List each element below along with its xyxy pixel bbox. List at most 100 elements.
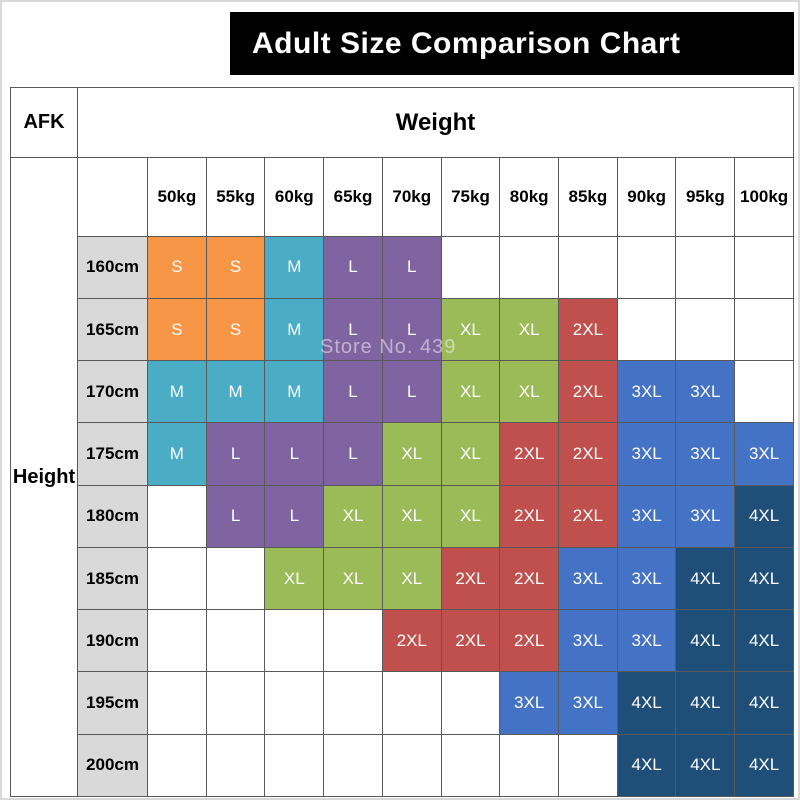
empty-cell [264, 671, 325, 735]
size-cell: L [264, 422, 325, 486]
empty-cell [734, 235, 794, 299]
empty-cell [264, 609, 325, 673]
weight-column-header: 90kg [616, 157, 677, 237]
size-cell: 4XL [675, 671, 736, 735]
weight-column-header: 95kg [675, 157, 736, 237]
weight-column-header: 65kg [323, 157, 383, 237]
height-row-header: 190cm [77, 609, 148, 673]
size-cell: 2XL [499, 609, 560, 673]
empty-cell [323, 609, 383, 673]
size-cell: XL [381, 484, 442, 548]
weight-column-header: 70kg [381, 157, 442, 237]
size-cell: XL [499, 297, 560, 362]
empty-cell [205, 733, 266, 798]
empty-cell [675, 297, 736, 362]
size-cell: 4XL [734, 733, 794, 798]
size-cell: L [205, 422, 266, 486]
size-cell: 3XL [675, 360, 736, 424]
weight-column-header: 85kg [558, 157, 618, 237]
size-cell: M [147, 360, 207, 424]
weight-axis-label: Weight [77, 86, 794, 159]
size-cell: 2XL [558, 422, 618, 486]
empty-cell [616, 297, 677, 362]
table-row: 170cm M M M L L XL XL 2XL 3XL 3XL [11, 360, 794, 424]
empty-cell [675, 235, 736, 299]
height-row-header: 195cm [77, 671, 148, 735]
size-cell: 3XL [616, 609, 677, 673]
size-cell: 2XL [558, 297, 618, 362]
empty-cell [147, 733, 207, 798]
size-cell: L [205, 484, 266, 548]
size-cell: 3XL [558, 546, 618, 611]
table-row: 185cm XL XL XL 2XL 2XL 3XL 3XL 4XL 4XL [11, 546, 794, 611]
weight-column-header: 55kg [205, 157, 266, 237]
height-row-header: 185cm [77, 546, 148, 611]
empty-cell [440, 671, 501, 735]
size-cell: L [381, 297, 442, 362]
size-cell: XL [499, 360, 560, 424]
weight-column-header: 75kg [440, 157, 501, 237]
size-cell: L [264, 484, 325, 548]
corner-label: AFK [10, 86, 78, 159]
size-cell: 3XL [616, 546, 677, 611]
table-row: 180cm L L XL XL XL 2XL 2XL 3XL 3XL 4XL [11, 484, 794, 548]
empty-cell [323, 671, 383, 735]
height-row-header: 160cm [77, 235, 148, 299]
empty-cell [147, 546, 207, 611]
size-chart-body: AFK Weight Height 50kg 55kg 60kg 65kg 70kg 75… [10, 86, 794, 798]
weight-column-header: 50kg [147, 157, 207, 237]
size-cell: 4XL [675, 609, 736, 673]
size-cell: XL [440, 484, 501, 548]
empty-cell [440, 235, 501, 299]
size-cell: S [147, 297, 207, 362]
empty-cell [323, 733, 383, 798]
empty-cell [499, 235, 560, 299]
size-cell: 3XL [558, 609, 618, 673]
table-row: 200cm 4XL 4XL 4XL [11, 733, 794, 798]
table-row: 175cm M L L L XL XL 2XL 2XL 3XL 3XL 3XL [11, 422, 794, 486]
empty-cell [381, 671, 442, 735]
size-cell: 4XL [734, 484, 794, 548]
empty-cell [205, 609, 266, 673]
size-cell: 2XL [558, 484, 618, 548]
size-cell: L [323, 422, 383, 486]
size-cell: L [323, 235, 383, 299]
size-cell: XL [440, 297, 501, 362]
table-row: 195cm 3XL 3XL 4XL 4XL 4XL [11, 671, 794, 735]
height-row-header: 165cm [77, 297, 148, 362]
height-row-header: 200cm [77, 733, 148, 798]
blank-corner-cell [77, 157, 148, 237]
size-cell: S [205, 297, 266, 362]
size-cell: 2XL [381, 609, 442, 673]
size-cell: XL [323, 484, 383, 548]
empty-cell [381, 733, 442, 798]
empty-cell [440, 733, 501, 798]
height-row-header: 175cm [77, 422, 148, 486]
size-cell: 4XL [675, 546, 736, 611]
size-chart-table: AFK Weight Height 50kg 55kg 60kg 65kg 70kg 75… [10, 86, 794, 798]
size-cell: S [205, 235, 266, 299]
empty-cell [264, 733, 325, 798]
size-cell: M [264, 235, 325, 299]
size-cell: L [381, 235, 442, 299]
empty-cell [147, 484, 207, 548]
size-cell: M [205, 360, 266, 424]
size-cell: M [264, 360, 325, 424]
table-row: 165cm S S M L L XL XL 2XL [11, 297, 794, 362]
size-cell: XL [440, 360, 501, 424]
size-cell: XL [264, 546, 325, 611]
size-cell: 4XL [734, 546, 794, 611]
table-row: 160cm S S M L L [11, 235, 794, 299]
size-cell: M [147, 422, 207, 486]
page-title: Adult Size Comparison Chart [230, 12, 794, 75]
size-cell: 3XL [675, 484, 736, 548]
size-cell: L [381, 360, 442, 424]
weight-column-header: 80kg [499, 157, 560, 237]
size-cell: 4XL [616, 733, 677, 798]
weight-column-header: 60kg [264, 157, 325, 237]
size-cell: M [264, 297, 325, 362]
empty-cell [734, 297, 794, 362]
size-cell: 2XL [558, 360, 618, 424]
empty-cell [147, 671, 207, 735]
